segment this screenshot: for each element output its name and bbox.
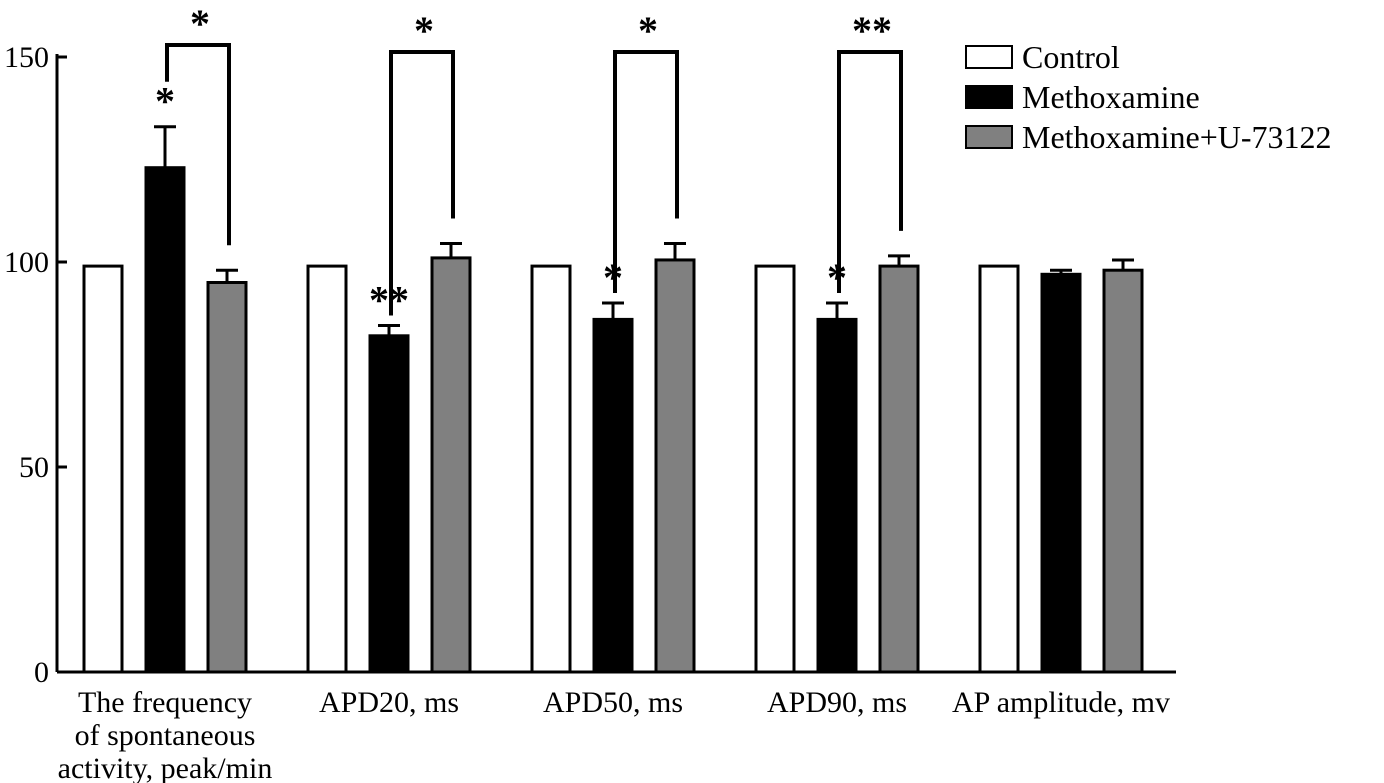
y-tick-label: 100: [4, 246, 49, 279]
bar: [878, 264, 920, 674]
legend-label: Control: [1022, 39, 1120, 75]
bar: [368, 334, 410, 674]
category-label: APD20, ms: [319, 686, 459, 719]
bar: [1040, 272, 1082, 674]
bar: [144, 166, 186, 674]
bar: [978, 264, 1020, 674]
y-tick-label: 0: [34, 656, 49, 689]
significance-bracket: [837, 50, 903, 293]
bar: [530, 264, 572, 674]
bar: [82, 264, 124, 674]
y-tick-label: 150: [4, 41, 49, 74]
bar: [816, 317, 858, 674]
legend: Control Methoxamine Methoxamine+U-73122: [965, 39, 1332, 155]
legend-label: Methoxamine+U-73122: [1022, 119, 1332, 155]
significance-star: *: [155, 79, 175, 124]
bar: [654, 258, 696, 674]
legend-swatch: [965, 45, 1013, 69]
bars-layer: [82, 125, 1144, 674]
category-label: APD50, ms: [543, 686, 683, 719]
bracket-star: **: [852, 8, 892, 53]
legend-label: Methoxamine: [1022, 79, 1200, 115]
bar: [206, 281, 248, 674]
significance-bracket: [389, 50, 455, 316]
bar: [592, 317, 634, 674]
significance-layer: **** ** * * **: [155, 1, 903, 323]
bar: [1102, 268, 1144, 674]
bracket-star: *: [414, 8, 434, 53]
bar: [430, 256, 472, 674]
category-label: of spontaneous: [75, 719, 256, 752]
significance-bracket: [165, 43, 231, 246]
bracket-star: *: [638, 8, 658, 53]
y-tick-label: 50: [19, 451, 49, 484]
legend-swatch: [965, 85, 1013, 109]
bar: [306, 264, 348, 674]
bar: [754, 264, 796, 674]
category-label: APD90, ms: [767, 686, 907, 719]
legend-swatch: [965, 125, 1013, 149]
category-label: The frequency: [78, 686, 252, 719]
category-label: AP amplitude, mv: [952, 686, 1170, 719]
category-label: activity, peak/min: [58, 752, 273, 783]
bracket-star: *: [190, 1, 210, 46]
significance-bracket: [613, 50, 679, 293]
